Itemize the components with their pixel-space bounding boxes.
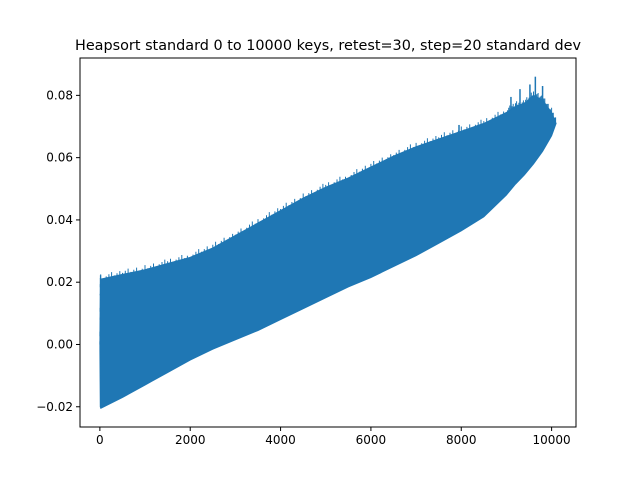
plot-area: [99, 76, 557, 410]
x-tick-label: 0: [96, 433, 104, 447]
y-tick-label: 0.00: [46, 337, 73, 351]
axes-frame: [79, 57, 577, 428]
y-tick-label: −0.02: [36, 400, 73, 414]
y-axis: −0.02 0.00 0.02 0.04 0.06 0.08: [36, 88, 80, 414]
x-tick-label: 6000: [356, 433, 387, 447]
series-0-band: [99, 94, 557, 410]
y-tick-label: 0.04: [46, 213, 73, 227]
y-tick-label: 0.02: [46, 275, 73, 289]
x-tick-label: 8000: [446, 433, 477, 447]
x-tick-label: 2000: [175, 433, 206, 447]
y-tick-label: 0.08: [46, 88, 73, 102]
chart-title: Heapsort standard 0 to 10000 keys, retes…: [75, 38, 581, 54]
x-tick-label: 10000: [533, 433, 571, 447]
x-axis: 0 2000 4000 6000 8000 10000: [96, 427, 571, 447]
y-tick-label: 0.06: [46, 151, 73, 165]
x-tick-label: 4000: [265, 433, 296, 447]
